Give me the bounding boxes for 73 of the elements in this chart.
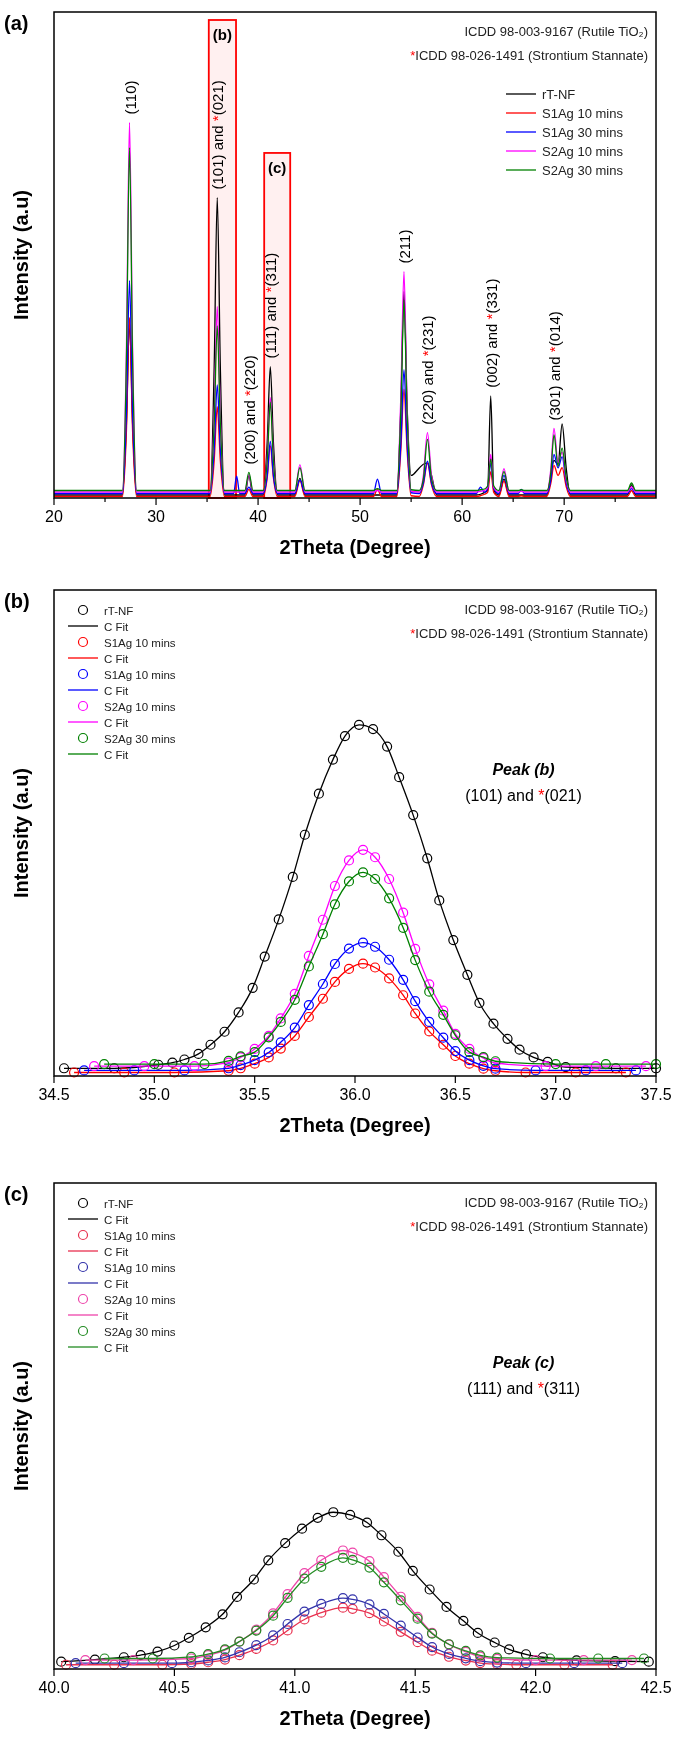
legend-label: S1Ag 10 mins [104,1229,176,1242]
x-tick-label: 40.5 [158,1679,191,1696]
legend-label: rT-NF [542,86,576,102]
legend-label: S1Ag 10 mins [542,105,624,121]
x-tick-label: 42.5 [640,1679,672,1696]
legend-label: S1Ag 10 mins [104,668,176,681]
chart-title: (b) [4,590,30,612]
x-axis-title: 2Theta (Degree) [279,1707,431,1729]
x-tick-label: 40 [249,508,268,525]
legend-label: C Fit [104,748,130,761]
x-tick-label: 36.5 [439,1086,472,1103]
annotation: (200) and *(220) [240,355,258,465]
legend-label: S2Ag 30 mins [104,732,176,745]
legend-label: C Fit [104,1309,130,1322]
text: Peak (c) [492,1353,555,1371]
x-tick-label: 50 [351,508,370,525]
annotation: (101) and *(021) [465,786,582,804]
legend-label: C Fit [104,684,130,697]
x-tick-label: 41.5 [399,1679,431,1696]
legend-label: S2Ag 30 mins [104,1325,176,1338]
y-axis-title: Intensity (a.u) [10,767,32,899]
annotation: (110) [121,80,139,115]
chart-title: (c) [4,1183,29,1205]
x-tick-label: 37.0 [540,1086,572,1103]
text: ICDD 98-003-9167 (Rutile TiO₂) [464,24,648,39]
annotation: (101) and *(021) [209,80,227,190]
annotation: Peak (b) [492,760,555,778]
legend-label: C Fit [104,1277,130,1290]
legend-label: S2Ag 10 mins [104,700,176,713]
text: *ICDD 98-026-1491 (Strontium Stannate) [410,1219,648,1234]
x-tick-label: 37.5 [640,1086,672,1103]
y-axis-title: Intensity (a.u) [10,189,32,321]
legend-label: S1Ag 30 mins [542,124,624,140]
annotation: (211) [395,229,413,264]
x-tick-label: 60 [453,508,472,525]
x-axis-title: 2Theta (Degree) [279,536,431,558]
text: *ICDD 98-026-1491 (Strontium Stannate) [410,626,648,641]
legend-label: rT-NF [104,1197,134,1210]
x-axis-title: 2Theta (Degree) [279,1114,431,1136]
text: *ICDD 98-026-1491 (Strontium Stannate) [410,48,648,63]
legend-label: S2Ag 30 mins [542,162,624,178]
x-tick-label: 42.0 [520,1679,552,1696]
annotation: (002) and *(331) [482,278,500,388]
band-label: (b) [212,26,232,43]
legend-label: S1Ag 10 mins [104,636,176,649]
legend-label: S1Ag 10 mins [104,1261,176,1274]
annotation: (301) and *(014) [545,311,563,421]
x-tick-label: 20 [45,508,63,525]
legend-label: rT-NF [104,604,134,617]
band-label: (c) [268,158,287,176]
x-tick-label: 36.0 [339,1086,371,1103]
legend-label: S2Ag 10 mins [104,1293,176,1306]
legend-label: C Fit [104,652,130,665]
chart-title: (a) [4,12,29,34]
x-tick-label: 70 [555,508,574,525]
x-tick-label: 30 [147,508,166,525]
y-axis-title: Intensity (a.u) [10,1360,32,1492]
text: ICDD 98-003-9167 (Rutile TiO₂) [464,1195,648,1210]
annotation: (220) and *(231) [419,315,437,425]
legend-label: C Fit [104,620,130,633]
annotation: (111) and *(311) [262,252,280,359]
legend-label: C Fit [104,716,130,729]
legend-label: C Fit [104,1341,130,1354]
x-tick-label: 34.5 [38,1086,70,1103]
legend-label: C Fit [104,1213,130,1226]
x-tick-label: 41.0 [279,1679,311,1696]
text: (111) and *(311) [467,1379,581,1397]
legend-label: S2Ag 10 mins [542,143,624,159]
x-tick-label: 35.5 [239,1086,271,1103]
legend-label: C Fit [104,1245,130,1258]
x-tick-label: 40.0 [38,1679,70,1696]
text: ICDD 98-003-9167 (Rutile TiO₂) [464,602,648,617]
x-tick-label: 35.0 [138,1086,171,1103]
